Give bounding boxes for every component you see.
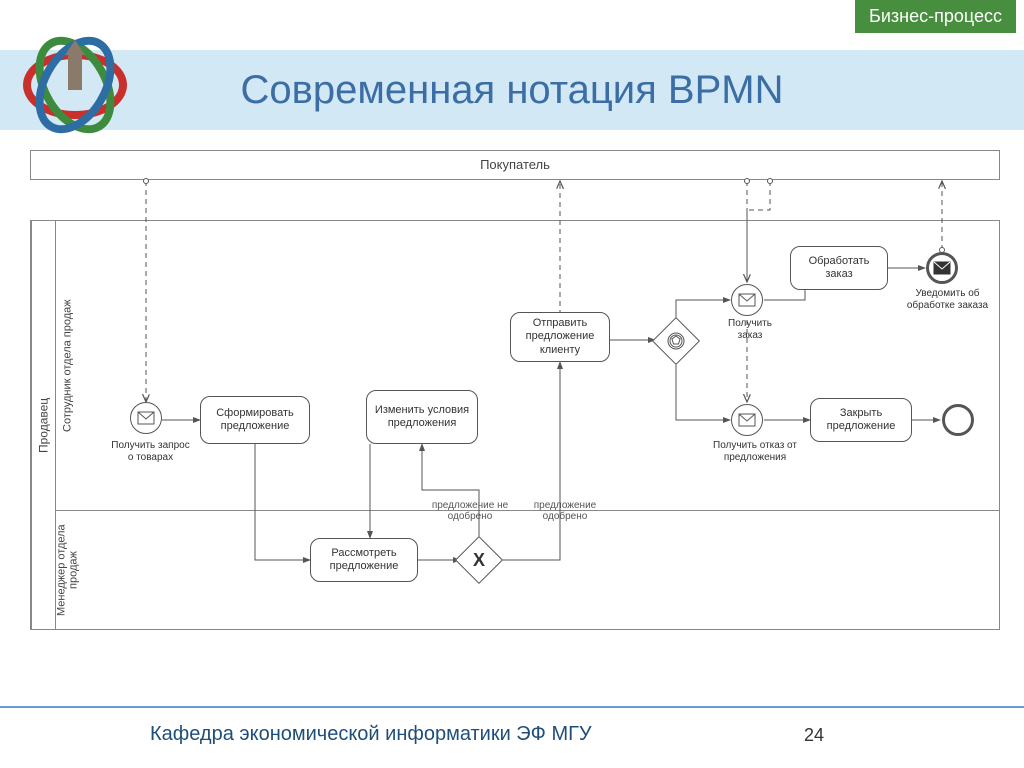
lane-manager: Менеджер отдела продаж: [55, 511, 999, 630]
bpmn-diagram: Покупатель Продавец Сотрудник отдела про…: [30, 150, 1000, 680]
flow-label-approved: предложение одобрено: [525, 500, 605, 522]
start-event-label: Получить запрос о товарах: [108, 440, 193, 463]
page-number: 24: [804, 725, 824, 746]
intermediate-event-reject: [731, 404, 763, 436]
start-event-message: [130, 402, 162, 434]
lane-manager-label: Менеджер отдела продаж: [55, 511, 79, 630]
footer-divider: [0, 706, 1024, 708]
end-event-notify: [926, 252, 958, 284]
task-send-offer: Отправить предложение клиенту: [510, 312, 610, 362]
topic-badge: Бизнес-процесс: [855, 0, 1016, 33]
task-modify-offer: Изменить условия предложения: [366, 390, 478, 444]
task-review-offer: Рассмотреть предложение: [310, 538, 418, 582]
pool-seller-label: Продавец: [31, 221, 55, 629]
flow-label-not-approved: предложение не одобрено: [425, 500, 515, 522]
intermediate-event-reject-label: Получить отказ от предложения: [710, 440, 800, 463]
end-event-plain: [942, 404, 974, 436]
title-band: Современная нотация BPMN: [0, 50, 1024, 130]
organization-logo: [20, 30, 130, 140]
task-close-offer: Закрыть предложение: [810, 398, 912, 442]
intermediate-event-order: [731, 284, 763, 316]
lane-employee-label: Сотрудник отдела продаж: [55, 221, 79, 510]
task-process-order: Обработать заказ: [790, 246, 888, 290]
intermediate-event-order-label: Получить заказ: [720, 318, 780, 341]
task-form-offer: Сформировать предложение: [200, 396, 310, 444]
pool-buyer: Покупатель: [30, 150, 1000, 180]
end-event-notify-label: Уведомить об обработке заказа: [900, 288, 995, 311]
page-title: Современная нотация BPMN: [241, 68, 784, 113]
footer-text: Кафедра экономической информатики ЭФ МГУ: [150, 723, 592, 746]
